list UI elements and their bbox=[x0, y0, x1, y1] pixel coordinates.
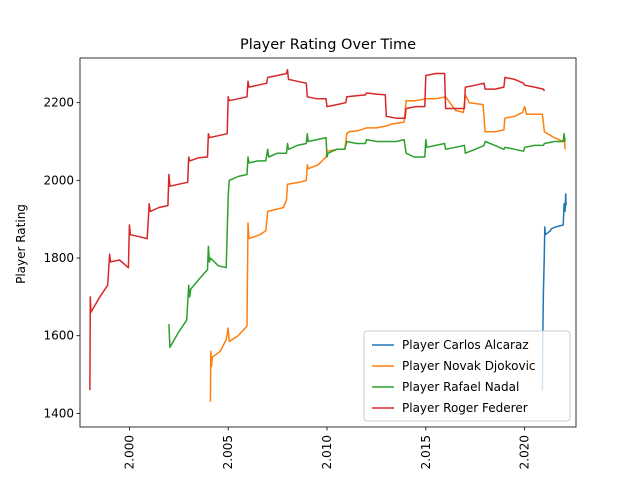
legend-box bbox=[363, 330, 571, 422]
x-axis: 2.000 2.005 2.010 2.015 2.020 bbox=[122, 427, 532, 469]
plot-area bbox=[79, 57, 577, 428]
x-tick-label: 2.010 bbox=[320, 435, 334, 469]
x-tick-label: 2.005 bbox=[221, 435, 235, 469]
y-axis-label: Player Rating bbox=[14, 204, 28, 284]
series-line-2 bbox=[168, 132, 566, 349]
legend-label: Player Roger Federer bbox=[402, 401, 528, 415]
x-tick-label: 2.015 bbox=[419, 435, 433, 469]
legend-label: Player Novak Djokovic bbox=[402, 359, 536, 373]
y-tick-label: 1800 bbox=[43, 251, 74, 265]
y-tick-label: 2200 bbox=[43, 96, 74, 110]
legend: Player Carlos Alcaraz Player Novak Djokov… bbox=[363, 330, 571, 422]
y-tick-label: 2000 bbox=[43, 173, 74, 187]
series-line-0 bbox=[541, 193, 567, 391]
legend-label: Player Carlos Alcaraz bbox=[402, 338, 529, 352]
y-axis: 1400 1600 1800 2000 2200 bbox=[43, 96, 80, 420]
series-line-1 bbox=[209, 94, 566, 402]
x-tick-label: 2.020 bbox=[518, 435, 532, 469]
y-tick-label: 1600 bbox=[43, 329, 74, 343]
y-tick-label: 1400 bbox=[43, 406, 74, 420]
axes-frame bbox=[79, 57, 577, 428]
series-line-3 bbox=[89, 68, 546, 391]
x-tick-label: 2.000 bbox=[122, 435, 136, 469]
legend-label: Player Rafael Nadal bbox=[402, 380, 519, 394]
chart-title: Player Rating Over Time bbox=[240, 37, 416, 53]
